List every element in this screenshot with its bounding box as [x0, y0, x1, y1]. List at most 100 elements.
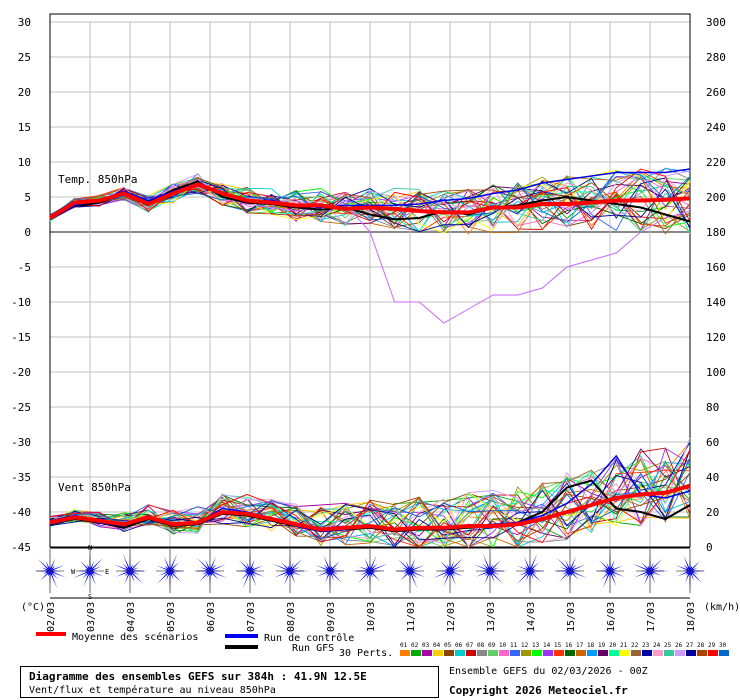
date-label: 14/03	[526, 602, 537, 632]
wind-rose-petal	[601, 571, 610, 580]
wind-rose-petal	[244, 571, 250, 574]
legend-pert-code: 07	[466, 642, 474, 649]
wind-rose-petal	[250, 565, 263, 571]
wind-rose-petal	[518, 571, 530, 576]
wind-rose-petal	[360, 571, 370, 576]
wind-rose-petal	[170, 571, 174, 580]
wind-rose-petal	[207, 571, 210, 579]
wind-rose-petal	[400, 571, 410, 581]
wind-unit-label: (km/h)	[704, 602, 740, 613]
legend-pert-swatch	[455, 650, 465, 656]
y-tick-right: 180	[706, 226, 726, 239]
wind-rose-petal	[410, 571, 418, 579]
legend-pert-swatch	[642, 650, 652, 656]
legend-pert-swatch	[466, 650, 476, 656]
legend-pert-code: 21	[620, 642, 628, 649]
wind-rose-petal	[530, 571, 534, 580]
wind-rose-petal	[170, 571, 178, 574]
temp-member-line	[49, 168, 691, 231]
wind-rose-petal	[50, 571, 66, 578]
legend-pert-swatch	[488, 650, 498, 656]
wind-rose-petal	[90, 566, 102, 571]
legend-pert-code: 08	[477, 642, 485, 649]
wind-rose-petal	[610, 571, 625, 577]
legend-pert-code: 30	[719, 642, 727, 649]
wind-rose-petal	[50, 558, 56, 571]
wind-rose-petal	[602, 571, 610, 589]
wind-rose-petal	[41, 567, 50, 571]
wind-rose-petal	[606, 562, 610, 571]
wind-rose-petal	[130, 571, 140, 576]
wind-rose-petal	[560, 566, 570, 571]
wind-rose-petal	[50, 571, 58, 579]
copyright-label: Copyright 2026 Meteociel.fr	[449, 684, 628, 697]
wind-rose-petal	[37, 558, 50, 571]
wind-member-line	[49, 460, 691, 548]
date-label: 02/03	[46, 602, 57, 632]
wind-rose-petal	[198, 571, 210, 583]
wind-rose-petal	[401, 567, 410, 571]
wind-rose-petal	[315, 565, 330, 571]
wind-member-line	[49, 449, 691, 548]
legend-pert-code: 03	[422, 642, 430, 649]
footer-subtitle: Vent/flux et température au niveau 850hP…	[29, 685, 276, 696]
wind-rose-petal	[124, 571, 130, 584]
wind-rose-petal	[330, 565, 333, 571]
wind-rose-petal	[598, 559, 610, 571]
legend-pert-swatch	[521, 650, 531, 656]
wind-member-line	[49, 440, 691, 534]
date-label: 10/03	[366, 602, 377, 632]
legend-pert-code: 27	[686, 642, 694, 649]
wind-rose-petal	[357, 571, 370, 584]
wind-rose-petal	[482, 563, 490, 571]
wind-rose-petal	[650, 571, 662, 576]
legend-pert-swatch	[433, 650, 443, 656]
y-tick-right: 260	[706, 86, 726, 99]
wind-rose-petal	[290, 566, 300, 571]
y-tick-left: -10	[11, 296, 31, 309]
legend-pert-swatch	[675, 650, 685, 656]
wind-rose-petal	[690, 571, 703, 584]
legend-pert-swatch	[576, 650, 586, 656]
wind-rose-icon	[192, 549, 228, 593]
y-tick-right: 280	[706, 51, 726, 64]
wind-rose-petal	[685, 571, 690, 576]
wind-rose-petal	[450, 571, 456, 586]
wind-rose-petal	[685, 571, 690, 583]
wind-rose-petal	[370, 563, 388, 571]
legend-pert-code: 09	[488, 642, 496, 649]
legend-pert-code: 28	[697, 642, 705, 649]
wind-rose-petal	[364, 558, 370, 571]
wind-rose-petal	[432, 571, 450, 579]
wind-rose-petal	[72, 571, 90, 579]
y-tick-left: -5	[18, 261, 31, 274]
wind-rose-petal	[690, 571, 699, 575]
wind-rose-petal	[650, 562, 654, 571]
wind-rose-petal	[447, 563, 450, 571]
y-tick-right: 300	[706, 16, 726, 29]
wind-rose-petal	[330, 561, 340, 571]
wind-panel-label: Vent 850hPa	[58, 481, 131, 494]
date-label: 07/03	[246, 602, 257, 632]
y-tick-right: 160	[706, 261, 726, 274]
wind-rose-petal	[370, 571, 376, 574]
wind-rose-petal	[443, 571, 450, 587]
wind-rose-petal	[272, 563, 290, 571]
wind-rose-petal	[122, 563, 130, 571]
legend-pert-code: 02	[411, 642, 419, 649]
wind-rose-petal	[365, 566, 370, 571]
wind-rose-petal	[450, 566, 462, 571]
date-label: 13/03	[486, 602, 497, 632]
wind-rose-petal	[690, 561, 700, 571]
wind-rose-petal	[82, 571, 90, 579]
wind-rose-petal	[567, 571, 570, 579]
legend-pert-code: 26	[675, 642, 683, 649]
wind-rose-petal	[683, 555, 690, 571]
wind-rose-petal	[650, 571, 656, 584]
legend-pert-swatch	[609, 650, 619, 656]
legend-pert-swatch	[598, 650, 608, 656]
y-tick-left: -20	[11, 366, 31, 379]
wind-rose-petal	[410, 571, 426, 578]
wind-rose-petal	[170, 571, 182, 583]
legend-pert-code: 19	[598, 642, 606, 649]
